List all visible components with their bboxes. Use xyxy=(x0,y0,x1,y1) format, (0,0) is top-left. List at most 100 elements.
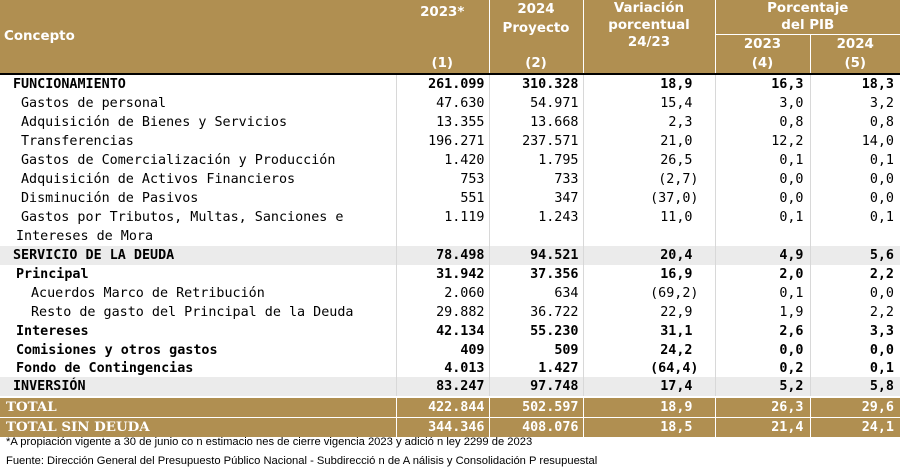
row-pib-2024: 0,0 xyxy=(809,284,900,303)
row-pib-2024: 0,1 xyxy=(809,151,900,170)
table-row: Fondo de Contingencias 4.013 1.427 (64,4… xyxy=(0,360,900,377)
row-2024: 13.668 xyxy=(488,113,583,132)
row-pib-2023: 0,1 xyxy=(714,151,810,170)
row-pib-2024: 3,2 xyxy=(809,94,900,113)
total-concept: TOTAL xyxy=(0,396,396,418)
total-pib-2023: 26,3 xyxy=(714,396,810,418)
row-2024: 733 xyxy=(488,170,583,189)
row-pib-2023: 2,6 xyxy=(714,322,810,341)
row-concept: Comisiones y otros gastos xyxy=(16,343,218,358)
row-pib-2023: 12,2 xyxy=(714,132,810,151)
total-row: TOTAL 422.844 502.597 18,9 26,3 29,6 xyxy=(0,396,900,418)
row-variation: 21,0 xyxy=(582,132,715,151)
total-2024: 408.076 xyxy=(488,417,583,437)
row-pib-2023: 2,0 xyxy=(714,265,810,284)
row-concept: Principal xyxy=(16,267,89,282)
row-2023: 78.498 xyxy=(395,246,489,265)
header-pib-line1: Porcentaje xyxy=(767,1,849,16)
row-variation: 11,0 xyxy=(582,208,715,227)
row-2023: 4.013 xyxy=(395,360,489,377)
table-row: Adquisición de Activos Financieros 753 7… xyxy=(0,170,900,189)
header-idx-1: (1) xyxy=(396,54,489,74)
total-variation: 18,9 xyxy=(582,396,715,418)
row-variation: (69,2) xyxy=(582,284,715,303)
row-2024: 509 xyxy=(488,341,583,360)
row-variation: 15,4 xyxy=(582,94,715,113)
total-pib-2023: 21,4 xyxy=(714,417,810,437)
row-2023: 31.942 xyxy=(395,265,489,284)
row-pib-2024: 0,1 xyxy=(809,208,900,227)
row-pib-2023: 4,9 xyxy=(714,246,810,265)
row-2023: 1.420 xyxy=(395,151,489,170)
row-2024: 37.356 xyxy=(488,265,583,284)
row-2024: 634 xyxy=(488,284,583,303)
table-row: FUNCIONAMIENTO 261.099 310.328 18,9 16,3… xyxy=(0,74,900,94)
table-row: Intereses 42.134 55.230 31,1 2,6 3,3 xyxy=(0,322,900,341)
total-variation: 18,5 xyxy=(582,417,715,437)
row-concept: SERVICIO DE LA DEUDA xyxy=(0,246,396,265)
row-pib-2024: 14,0 xyxy=(809,132,900,151)
row-concept: Resto de gasto del Principal de la Deuda xyxy=(31,305,354,320)
row-2024: 237.571 xyxy=(488,132,583,151)
row-2024: 310.328 xyxy=(488,74,583,94)
row-2023: 1.119 xyxy=(395,208,489,227)
total-2023: 422.844 xyxy=(395,396,489,418)
row-2023: 551 xyxy=(395,189,489,208)
row-pib-2023: 0,0 xyxy=(714,189,810,208)
row-2024: 1.795 xyxy=(488,151,583,170)
row-2024: 54.971 xyxy=(488,94,583,113)
row-pib-2023: 0,1 xyxy=(714,208,810,227)
header-concept: Concepto xyxy=(0,0,396,74)
table-row: SERVICIO DE LA DEUDA 78.498 94.521 20,4 … xyxy=(0,246,900,265)
row-2023: 83.247 xyxy=(395,377,489,397)
source-note: Fuente: Dirección General del Presupuest… xyxy=(6,455,598,467)
row-variation: 2,3 xyxy=(582,113,715,132)
row-2023: 261.099 xyxy=(395,74,489,94)
header-pib: Porcentaje del PIB xyxy=(714,0,900,35)
header-2024-line1: 2024 xyxy=(517,2,555,17)
header-variation-line3: 24/23 xyxy=(627,35,671,50)
row-2023: 29.882 xyxy=(395,303,489,322)
row-concept: Acuerdos Marco de Retribución xyxy=(31,286,265,301)
total-row: TOTAL SIN DEUDA 344.346 408.076 18,5 21,… xyxy=(0,417,900,437)
header-idx-5: (5) xyxy=(809,54,900,74)
row-2023: 13.355 xyxy=(395,113,489,132)
row-variation: 22,9 xyxy=(582,303,715,322)
total-concept: TOTAL SIN DEUDA xyxy=(0,417,396,437)
header-pib-2024: 2024 xyxy=(809,34,900,54)
row-2024: 97.748 xyxy=(488,377,583,397)
row-pib-2023: 0,8 xyxy=(714,113,810,132)
table-row: Principal 31.942 37.356 16,9 2,0 2,2 xyxy=(0,265,900,284)
row-concept: INVERSIÓN xyxy=(0,377,396,397)
row-2024: 36.722 xyxy=(488,303,583,322)
total-pib-2024: 29,6 xyxy=(809,396,900,418)
row-variation: (64,4) xyxy=(582,360,715,377)
row-2023: 753 xyxy=(395,170,489,189)
table-row: Resto de gasto del Principal de la Deuda… xyxy=(0,303,900,322)
row-pib-2023: 0,0 xyxy=(714,170,810,189)
header-idx-2: (2) xyxy=(488,54,583,74)
header-pib-line2: del PIB xyxy=(781,18,835,33)
row-concept: Gastos por Tributos, Multas, Sanciones e xyxy=(21,210,344,225)
table-row: INVERSIÓN 83.247 97.748 17,4 5,2 5,8 xyxy=(0,377,900,397)
header-variation-line2: porcentual xyxy=(608,18,690,33)
row-pib-2024: 0,0 xyxy=(809,170,900,189)
row-variation: 24,2 xyxy=(582,341,715,360)
row-2024: 94.521 xyxy=(488,246,583,265)
row-variation: 18,9 xyxy=(582,74,715,94)
header-row-1: Concepto 2023* 2024 Proyecto Variación p… xyxy=(0,0,900,74)
row-concept: Fondo de Contingencias xyxy=(16,361,194,376)
row-concept-continuation: Intereses de Mora xyxy=(16,229,154,244)
row-pib-2023: 0,0 xyxy=(714,341,810,360)
total-2024: 502.597 xyxy=(488,396,583,418)
row-concept: Adquisición de Activos Financieros xyxy=(21,172,296,187)
row-concept: FUNCIONAMIENTO xyxy=(13,77,126,92)
row-pib-2023: 3,0 xyxy=(714,94,810,113)
header-2023: 2023* xyxy=(396,0,489,54)
row-variation: (2,7) xyxy=(582,170,715,189)
footnote: *A propiación vigente a 30 de junio co n… xyxy=(6,436,533,448)
table-row: Adquisición de Bienes y Servicios 13.355… xyxy=(0,113,900,132)
row-pib-2023: 1,9 xyxy=(714,303,810,322)
row-pib-2024: 18,3 xyxy=(809,74,900,94)
table-row: Gastos de Comercialización y Producción … xyxy=(0,151,900,170)
